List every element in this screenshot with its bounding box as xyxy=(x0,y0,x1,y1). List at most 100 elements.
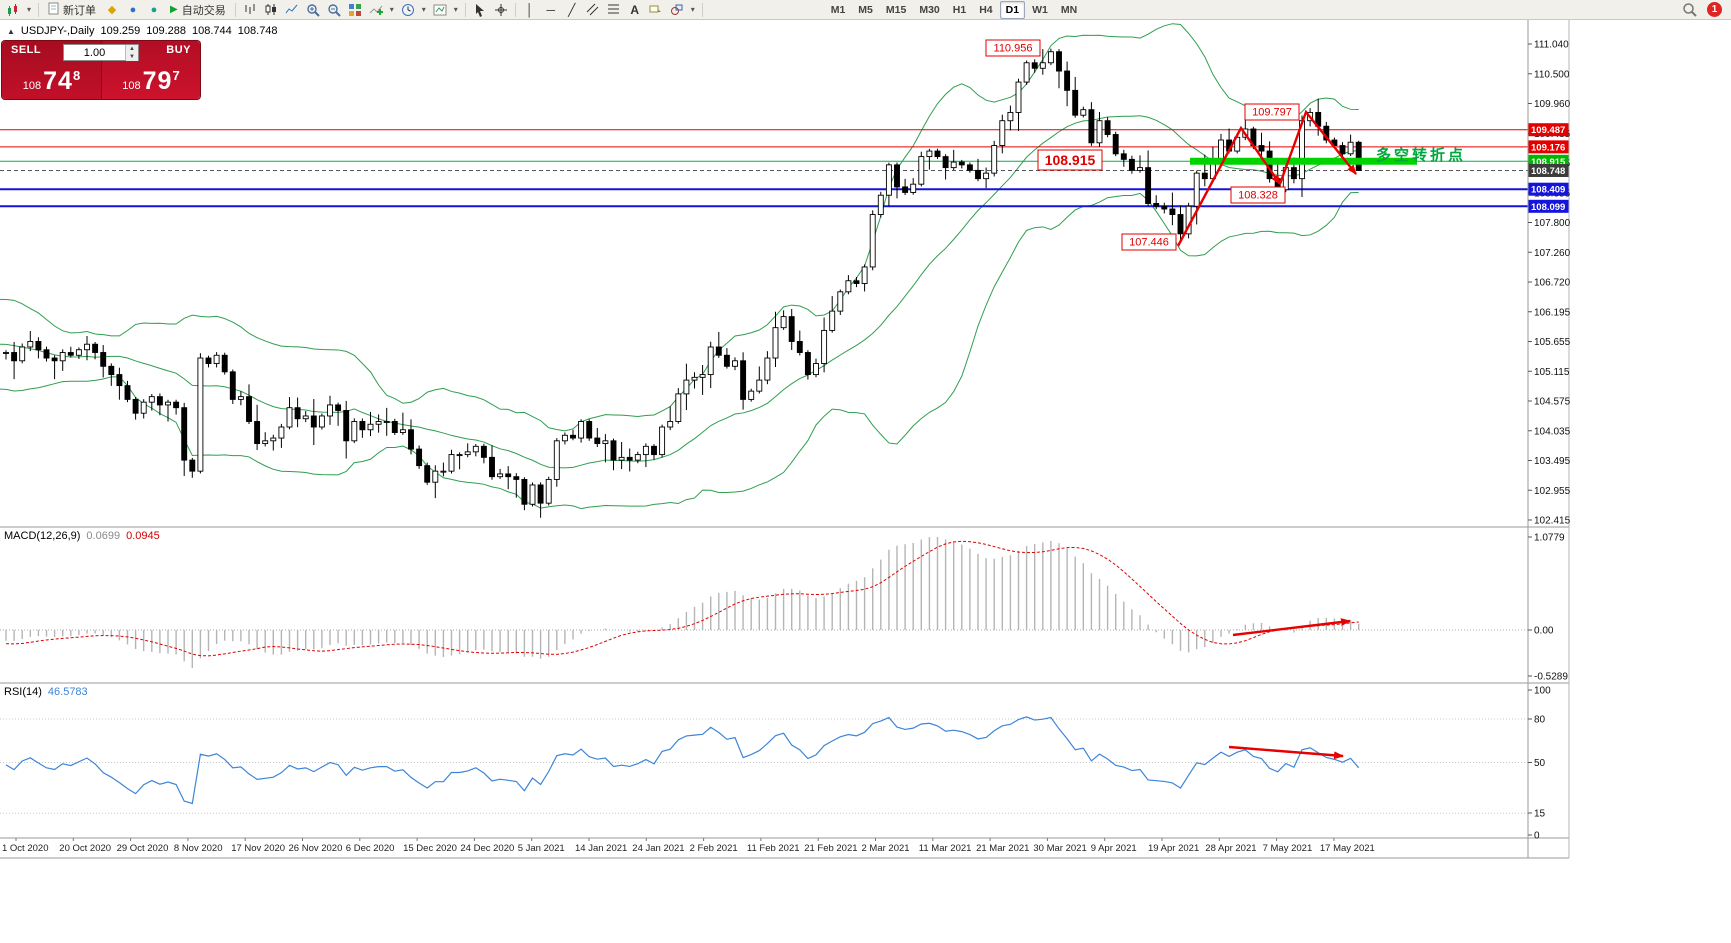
lot-spin-up-icon[interactable]: ▲ xyxy=(126,45,138,53)
svg-text:110.956: 110.956 xyxy=(994,43,1033,55)
timeframe-button-M1[interactable]: M1 xyxy=(830,3,846,16)
price-annotation-box[interactable] xyxy=(985,39,1041,57)
tile-windows-button[interactable] xyxy=(345,1,365,19)
horizontal-line-tool-button[interactable]: ─ xyxy=(546,2,555,17)
lot-spinner: ▲ ▼ xyxy=(125,45,138,61)
svg-text:102.415: 102.415 xyxy=(1534,516,1571,527)
fibonacci-tool-button[interactable] xyxy=(604,1,624,19)
channel-icon xyxy=(586,3,599,16)
svg-text:106.720: 106.720 xyxy=(1534,278,1571,289)
timeframe-button-D1[interactable]: D1 xyxy=(999,0,1026,19)
svg-text:15 Dec 2020: 15 Dec 2020 xyxy=(403,843,457,854)
metaeditor-button[interactable]: ◆ xyxy=(102,1,122,19)
macd-label: MACD(12,26,9) 0.0699 0.0945 xyxy=(4,530,160,542)
macd-signal-line xyxy=(5,540,1359,657)
trendline-tool-button[interactable]: ╱ xyxy=(568,2,576,17)
periods-caret-icon[interactable]: ▾ xyxy=(421,5,426,14)
lot-spin-down-icon[interactable]: ▼ xyxy=(126,53,138,61)
trend-arrow[interactable] xyxy=(1232,618,1351,637)
shapes-icon xyxy=(671,4,683,15)
main-toolbar: ▾ 新订单 ◆ ● ● ▶ 自动交易 ▾ ▾ ▾ │ ─ ╱ A ▾ M1 M5 M1… xyxy=(0,0,1731,20)
search-button[interactable] xyxy=(1679,1,1699,19)
price-annotation-box[interactable] xyxy=(1037,149,1103,171)
svg-text:20 Oct 2020: 20 Oct 2020 xyxy=(59,843,111,854)
text-tool-button[interactable]: A xyxy=(630,2,640,17)
cursor-button[interactable] xyxy=(470,1,490,19)
svg-text:109.960: 109.960 xyxy=(1534,99,1571,110)
timeframe-toolbar: M1 M5 M15 M30 H1 H4 D1 W1 MN xyxy=(825,0,1083,19)
autotrade-label: 自动交易 xyxy=(181,4,226,17)
new-order-label: 新订单 xyxy=(63,4,96,17)
timeframe-button-M30[interactable]: M30 xyxy=(919,3,940,16)
channel-tool-button[interactable] xyxy=(583,1,603,19)
timeframe-button-W1[interactable]: W1 xyxy=(1032,3,1048,16)
market-watch-button[interactable]: ● xyxy=(123,1,143,19)
candlestick-series xyxy=(3,48,1362,518)
line-chart-mode-button[interactable] xyxy=(282,1,302,19)
zoom-in-button[interactable] xyxy=(303,1,323,19)
timeframe-button-M5[interactable]: M5 xyxy=(858,3,873,16)
macd-histogram xyxy=(5,537,1360,668)
lot-size-field: ▲▼ xyxy=(63,44,139,61)
templates-caret-icon[interactable]: ▾ xyxy=(453,5,458,14)
svg-text:103.495: 103.495 xyxy=(1534,456,1571,467)
price-axis[interactable]: 111.040110.500109.960109.435108.895108.3… xyxy=(1528,40,1571,842)
price-annotation-box[interactable] xyxy=(1121,233,1177,251)
macd-name: MACD(12,26,9) xyxy=(4,530,81,542)
svg-text:109.176: 109.176 xyxy=(1531,142,1565,153)
tile-windows-icon xyxy=(348,3,361,16)
toolbar-right-group: 1 xyxy=(1679,1,1728,19)
new-order-button[interactable]: 新订单 xyxy=(43,1,101,19)
trend-arrow[interactable] xyxy=(1228,745,1344,760)
new-chart-button[interactable] xyxy=(3,1,23,19)
vertical-line-tool-button[interactable]: │ xyxy=(525,2,534,17)
rsi-name: RSI(14) xyxy=(4,686,42,698)
indicators-caret-icon[interactable]: ▾ xyxy=(389,5,394,14)
trend-arrow[interactable] xyxy=(1176,125,1281,247)
svg-text:105.115: 105.115 xyxy=(1534,367,1570,378)
ohlc-low: 108.744 xyxy=(192,25,232,37)
notification-badge[interactable]: 1 xyxy=(1707,2,1722,17)
svg-text:107.260: 107.260 xyxy=(1534,248,1571,259)
price-annotation-box[interactable] xyxy=(1244,103,1300,121)
indicators-button[interactable] xyxy=(366,1,386,19)
timeframe-button-H1[interactable]: H1 xyxy=(952,3,967,16)
bollinger-band xyxy=(0,191,1359,510)
date-axis[interactable]: 1 Oct 2020 20 Oct 2020 29 Oct 2020 8 Nov 20… xyxy=(2,838,1375,854)
svg-text:105.655: 105.655 xyxy=(1534,337,1571,348)
turning-point-note[interactable]: 多空转折点 xyxy=(1376,146,1466,164)
indicators-add-icon xyxy=(369,5,383,15)
bar-chart-mode-button[interactable] xyxy=(240,1,260,19)
data-window-button[interactable]: ● xyxy=(144,1,164,19)
timeframe-button-M15[interactable]: M15 xyxy=(885,3,907,16)
label-tool-button[interactable] xyxy=(646,1,666,19)
svg-text:104.575: 104.575 xyxy=(1534,397,1571,408)
new-chart-caret-icon[interactable]: ▾ xyxy=(26,5,31,14)
price-annotation-box[interactable] xyxy=(1230,186,1286,204)
ohlc-close: 108.748 xyxy=(237,25,278,37)
rsi-label: RSI(14) 46.5783 xyxy=(4,686,88,698)
trend-arrow[interactable] xyxy=(1278,109,1357,185)
one-click-trading-panel: SELL 108748 BUY 108797 ▲▼ xyxy=(2,41,200,99)
svg-text:100: 100 xyxy=(1534,686,1551,697)
timeframe-button-H4[interactable]: H4 xyxy=(979,3,993,16)
crosshair-button[interactable] xyxy=(491,1,511,19)
shapes-tool-button[interactable] xyxy=(667,1,687,19)
price-level-badge xyxy=(1528,199,1569,213)
svg-text:9 Apr 2021: 9 Apr 2021 xyxy=(1091,843,1137,854)
svg-text:110.500: 110.500 xyxy=(1534,69,1570,80)
lot-size-input[interactable] xyxy=(64,45,125,60)
zoom-out-icon xyxy=(328,3,341,17)
chart-symbol-period: USDJPY-,Daily xyxy=(20,25,95,37)
timeframe-button-MN[interactable]: MN xyxy=(1060,3,1078,16)
svg-text:29 Oct 2020: 29 Oct 2020 xyxy=(117,843,169,854)
shapes-caret-icon[interactable]: ▾ xyxy=(690,5,695,14)
one-click-toggle-icon[interactable]: ▲ xyxy=(7,26,15,36)
templates-button[interactable] xyxy=(430,1,450,19)
candlestick-mode-button[interactable] xyxy=(261,1,281,19)
svg-text:7 May 2021: 7 May 2021 xyxy=(1263,843,1313,854)
periods-button[interactable] xyxy=(398,1,418,19)
autotrade-button[interactable]: ▶ 自动交易 xyxy=(165,1,231,19)
zoom-out-button[interactable] xyxy=(324,1,344,19)
